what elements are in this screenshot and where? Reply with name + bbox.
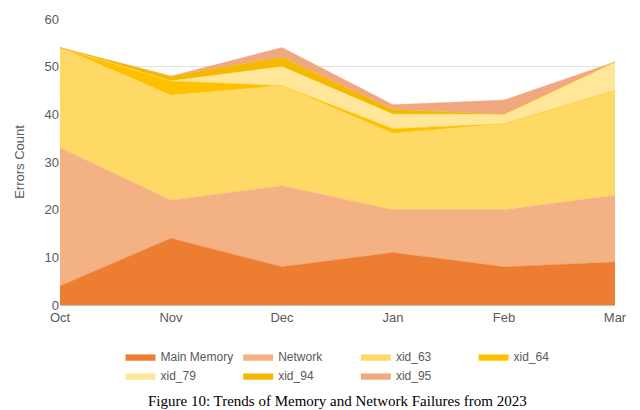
svg-text:Oct: Oct — [50, 310, 71, 325]
svg-text:Nov: Nov — [159, 310, 183, 325]
svg-text:30: 30 — [45, 155, 59, 170]
svg-text:Dec: Dec — [270, 310, 294, 325]
svg-text:10: 10 — [45, 250, 59, 265]
svg-text:20: 20 — [45, 202, 59, 217]
svg-text:Jan: Jan — [383, 310, 404, 325]
svg-text:xid_63: xid_63 — [396, 350, 432, 364]
svg-text:0: 0 — [52, 298, 59, 313]
svg-text:Feb: Feb — [493, 310, 515, 325]
svg-text:xid_64: xid_64 — [514, 350, 550, 364]
svg-text:Main Memory: Main Memory — [161, 350, 234, 364]
svg-text:xid_94: xid_94 — [278, 369, 314, 383]
svg-text:Mar: Mar — [604, 310, 627, 325]
svg-text:Errors Count: Errors Count — [12, 125, 27, 199]
svg-text:xid_95: xid_95 — [396, 369, 432, 383]
svg-text:60: 60 — [45, 12, 59, 27]
svg-text:40: 40 — [45, 107, 59, 122]
svg-text:Figure 10: Trends of Memory an: Figure 10: Trends of Memory and Network … — [148, 393, 527, 409]
svg-text:50: 50 — [45, 59, 59, 74]
svg-text:xid_79: xid_79 — [161, 369, 197, 383]
svg-text:Network: Network — [278, 350, 323, 364]
